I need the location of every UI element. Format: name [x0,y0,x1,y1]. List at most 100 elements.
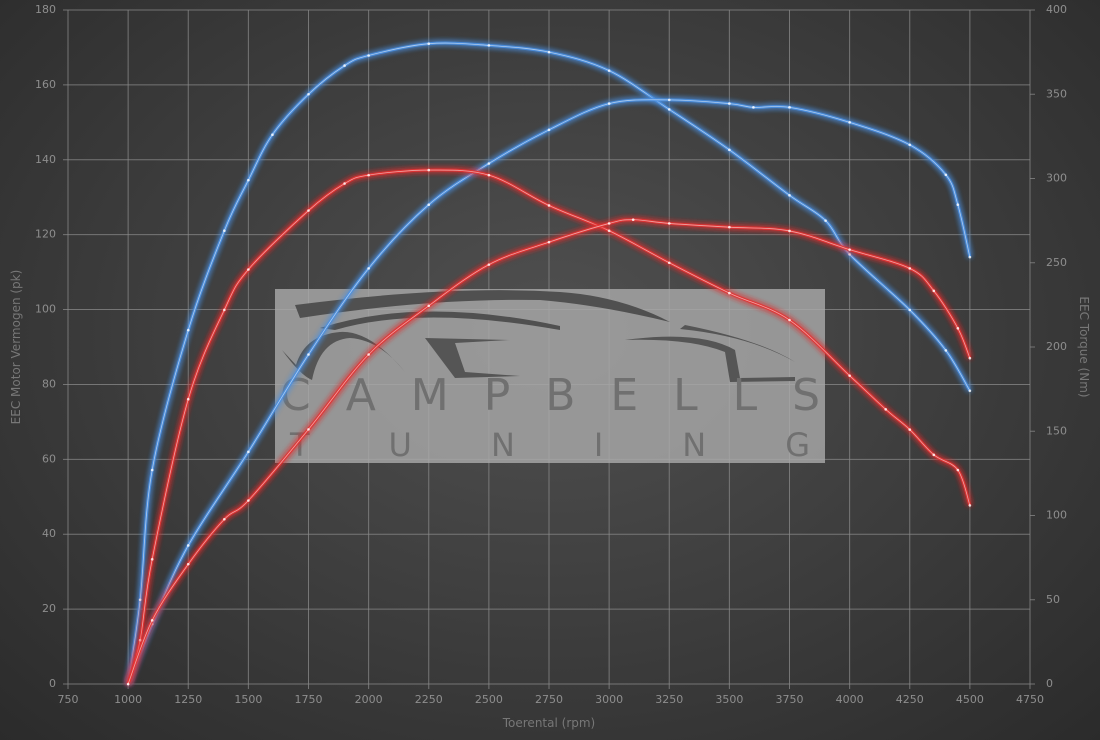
data-point [932,289,936,293]
x-tick-label: 3000 [595,693,623,706]
data-point [848,253,851,256]
data-point [427,42,431,45]
data-point [908,308,912,312]
data-point [547,128,551,132]
data-point [150,558,154,561]
data-point [223,308,226,312]
car-front-wheel-icon [282,331,405,380]
y-right-tick-label: 0 [1046,677,1053,690]
data-point [944,349,948,352]
data-point [848,374,851,377]
data-point [186,397,190,401]
x-tick-label: 1250 [174,693,202,706]
data-point [247,268,250,271]
data-point [752,106,755,109]
y-right-tick-label: 250 [1046,256,1067,269]
data-point [788,194,791,197]
data-point [932,453,936,457]
data-point [728,102,731,105]
data-point [667,261,671,265]
data-point [824,219,827,222]
y-left-tick-label: 180 [35,3,56,16]
y-left-tick-label: 60 [42,452,56,465]
data-point [848,121,851,124]
data-point [223,517,226,521]
data-point [367,54,370,57]
data-point [728,225,731,229]
y-right-tick-label: 350 [1046,87,1067,100]
y-right-tick-label: 400 [1046,3,1067,16]
x-tick-label: 2750 [535,693,563,706]
data-point [956,203,960,207]
data-point [343,182,346,185]
y-left-tick-label: 140 [35,153,56,166]
car-beltline-icon [320,311,560,330]
data-point [667,98,671,102]
data-point [884,408,887,411]
car-roofline-icon [295,290,670,322]
curves [126,41,972,686]
series-3-stock-power [126,218,972,686]
data-point [848,248,851,251]
x-tick-label: 4250 [896,693,924,706]
x-tick-label: 2000 [355,693,383,706]
data-point [126,682,130,686]
car-rear-deck-icon [680,325,795,362]
data-point [607,69,611,72]
data-point [367,267,370,270]
y-left-tick-label: 160 [35,78,56,91]
data-point [427,168,431,172]
data-point [487,263,491,266]
x-tick-label: 1000 [114,693,142,706]
x-tick-label: 1500 [234,693,262,706]
data-point [186,562,190,566]
data-point [788,318,791,322]
data-point [607,222,611,225]
data-point [427,304,431,308]
data-point [631,218,635,221]
y-axis-right-label: EEC Torque (Nm) [1077,296,1091,397]
data-point [667,222,671,225]
data-point [908,267,912,270]
data-point [271,133,274,136]
data-point [547,240,551,244]
data-point [150,619,154,622]
x-tick-label: 3500 [715,693,743,706]
data-point [487,162,491,165]
series-0-tuned-torque [126,41,972,686]
data-point [968,356,972,360]
y-right-tick-label: 50 [1046,593,1060,606]
data-point [607,229,611,233]
data-point [908,143,912,147]
data-point [138,598,142,602]
axis-ticks: 750 1000 1250 1500 1750 2000 2250 2500 2750 3000 3… [35,3,1067,706]
x-tick-label: 2500 [475,693,503,706]
data-point [547,204,551,207]
y-left-tick-label: 100 [35,303,56,316]
data-point [487,44,491,47]
data-point [607,102,611,105]
data-point [307,428,310,431]
data-point [343,64,346,67]
x-tick-label: 3250 [655,693,683,706]
data-point [307,209,310,212]
data-point [788,229,791,233]
y-axis-left-label: EEC Motor Vermogen (pk) [9,270,23,425]
y-right-tick-label: 300 [1046,172,1067,185]
data-point [547,50,551,54]
data-point [223,229,226,233]
data-point [427,203,431,207]
x-axis-label: Toerental (rpm) [502,716,595,730]
data-point [367,353,370,356]
x-tick-label: 1750 [295,693,323,706]
x-tick-label: 2250 [415,693,443,706]
data-point [247,499,250,502]
series-2-stock-torque [126,168,972,686]
car-side-intake-icon [425,338,520,378]
watermark-text-campbells: CAMPBELLS [280,370,820,421]
y-right-tick-label: 100 [1046,509,1067,522]
data-point [186,544,190,547]
data-point [667,108,671,111]
x-tick-label: 750 [58,693,79,706]
data-point [247,178,250,182]
